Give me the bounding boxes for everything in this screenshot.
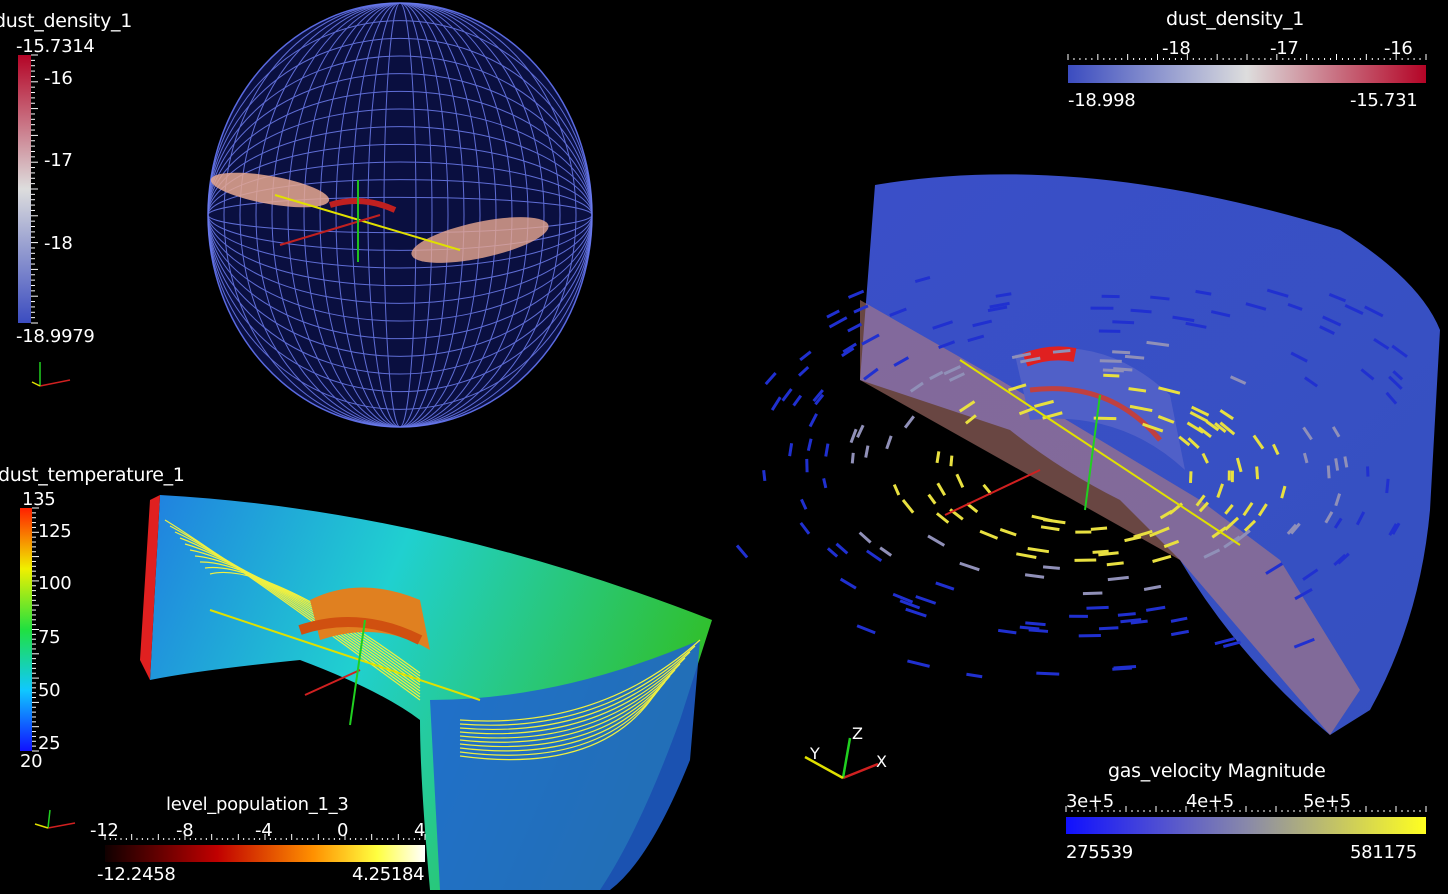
- level-tick: -4: [255, 820, 273, 841]
- temperature-max: 135: [22, 489, 56, 510]
- density-left-tick: -17: [44, 150, 73, 171]
- axis-label-z: Z: [852, 724, 863, 743]
- level-tick: 0: [337, 820, 349, 841]
- colorbar-temperature: [20, 508, 32, 751]
- velocity-tick: 5e+5: [1303, 791, 1351, 812]
- temperature-tick: 25: [38, 733, 61, 754]
- density-left-max: -15.7314: [16, 36, 95, 57]
- temperature-tick: 50: [38, 680, 61, 701]
- temperature-title: dust_temperature_1: [0, 464, 185, 486]
- level-max: 4.25184: [352, 864, 425, 885]
- colorbar-velocity: [1066, 817, 1426, 834]
- density-right-tick: -17: [1270, 38, 1299, 59]
- density-right-max: -15.731: [1350, 90, 1418, 111]
- velocity-min: 275539: [1066, 842, 1133, 863]
- orientation-axes-icon: [804, 737, 879, 780]
- temperature-tick: 100: [38, 573, 72, 594]
- colorbar-density-right: [1068, 65, 1426, 83]
- level-population-title: level_population_1_3: [166, 794, 349, 815]
- density-left-tick: -16: [44, 68, 73, 89]
- axis-label-y: Y: [810, 744, 820, 763]
- colorbar-level-population: [105, 845, 425, 862]
- level-min: -12.2458: [97, 864, 176, 885]
- wireframe-density-view: [207, 2, 593, 428]
- temperature-tick: 125: [38, 521, 72, 542]
- level-tick: -8: [176, 820, 194, 841]
- level-tick: -12: [90, 820, 119, 841]
- density-left-min: -18.9979: [16, 326, 95, 347]
- density-left-tick: -18: [44, 233, 73, 254]
- temperature-tick: 75: [38, 627, 61, 648]
- temperature-min: 20: [20, 751, 43, 772]
- velocity-tick: 3e+5: [1066, 791, 1114, 812]
- velocity-title: gas_velocity Magnitude: [1108, 760, 1326, 782]
- orientation-axes-icon: [34, 809, 76, 829]
- velocity-density-view: [735, 174, 1440, 735]
- temperature-wedge-view: [140, 495, 712, 890]
- axis-label-x: X: [876, 752, 887, 771]
- density-left-title: dust_density_1: [0, 10, 133, 32]
- density-right-tick: -16: [1384, 38, 1413, 59]
- density-right-min: -18.998: [1068, 90, 1136, 111]
- velocity-max: 581175: [1350, 842, 1417, 863]
- density-right-title: dust_density_1: [1166, 8, 1305, 30]
- velocity-tick: 4e+5: [1186, 791, 1234, 812]
- level-tick: 4: [414, 820, 426, 841]
- orientation-axes-icon: [31, 362, 71, 387]
- density-right-tick: -18: [1162, 38, 1191, 59]
- colorbar-density-left: [18, 55, 31, 323]
